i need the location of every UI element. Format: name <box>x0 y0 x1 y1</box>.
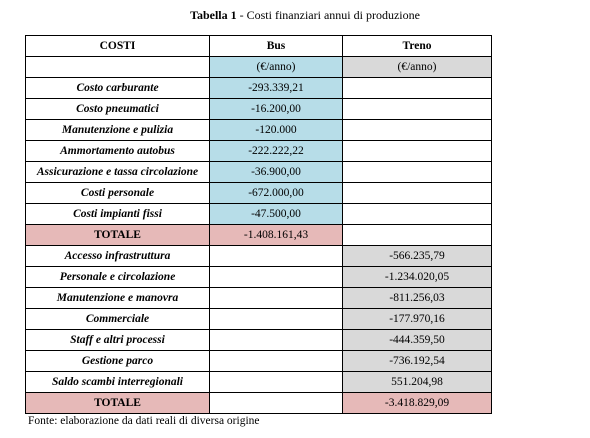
header-train: Treno <box>342 35 492 57</box>
bus-value-empty <box>209 329 343 351</box>
bus-cost-row: Costi personale -672.000,00 <box>25 182 492 204</box>
bus-total-value: -1.408.161,43 <box>209 224 343 246</box>
train-total-value: -3.418.829,09 <box>342 392 492 414</box>
total-label: TOTALE <box>25 224 210 246</box>
header-costs: COSTI <box>25 35 210 57</box>
header-row: COSTI Bus Treno <box>25 35 492 57</box>
cost-label: Costi impianti fissi <box>25 203 210 225</box>
bus-value-empty <box>209 266 343 288</box>
bus-value: -120.000 <box>209 119 343 141</box>
bus-cost-row: Costo carburante -293.339,21 <box>25 77 492 99</box>
bus-value-empty <box>209 245 343 267</box>
train-cost-row: Staff e altri processi -444.359,50 <box>25 329 492 351</box>
bus-value-empty <box>209 287 343 309</box>
train-cost-row: Accesso infrastruttura -566.235,79 <box>25 245 492 267</box>
bus-value: -16.200,00 <box>209 98 343 120</box>
train-cost-row: Personale e circolazione -1.234.020,05 <box>25 266 492 288</box>
train-total-row: TOTALE -3.418.829,09 <box>25 392 492 414</box>
train-cost-row: Saldo scambi interregionali 551.204,98 <box>25 371 492 393</box>
bus-value: -36.900,00 <box>209 161 343 183</box>
bus-value: -293.339,21 <box>209 77 343 99</box>
train-value: -811.256,03 <box>342 287 492 309</box>
train-value: -1.234.020,05 <box>342 266 492 288</box>
units-empty <box>25 56 210 78</box>
table-caption: Tabella 1 - Costi finanziari annui di pr… <box>0 8 590 23</box>
cost-label: Saldo scambi interregionali <box>25 371 210 393</box>
bus-cost-row: Assicurazione e tassa circolazione -36.90… <box>25 161 492 183</box>
cost-table: COSTI Bus Treno (€/anno) (€/anno) Costo … <box>25 35 492 414</box>
cost-table-body: COSTI Bus Treno (€/anno) (€/anno) Costo … <box>25 35 492 414</box>
bus-cost-row: Costo pneumatici -16.200,00 <box>25 98 492 120</box>
train-value-empty <box>342 98 492 120</box>
bus-value: -47.500,00 <box>209 203 343 225</box>
units-train: (€/anno) <box>342 56 492 78</box>
units-bus: (€/anno) <box>209 56 343 78</box>
bus-value-empty <box>209 308 343 330</box>
train-value: -566.235,79 <box>342 245 492 267</box>
cost-label: Costo pneumatici <box>25 98 210 120</box>
train-value-empty <box>342 203 492 225</box>
train-cost-row: Manutenzione e manovra -811.256,03 <box>25 287 492 309</box>
cost-label: Personale e circolazione <box>25 266 210 288</box>
train-value-empty <box>342 119 492 141</box>
source-note: Fonte: elaborazione da dati reali di div… <box>28 415 260 427</box>
train-value-empty <box>342 182 492 204</box>
bus-cost-row: Costi impianti fissi -47.500,00 <box>25 203 492 225</box>
cost-label: Accesso infrastruttura <box>25 245 210 267</box>
header-bus: Bus <box>209 35 343 57</box>
bus-value-empty <box>209 350 343 372</box>
cost-label: Costi personale <box>25 182 210 204</box>
cost-label: Costo carburante <box>25 77 210 99</box>
bus-value-empty <box>209 392 343 414</box>
cost-label: Manutenzione e manovra <box>25 287 210 309</box>
cost-label: Gestione parco <box>25 350 210 372</box>
train-value-empty <box>342 161 492 183</box>
train-cost-row: Gestione parco -736.192,54 <box>25 350 492 372</box>
cost-label: Ammortamento autobus <box>25 140 210 162</box>
train-value: -444.359,50 <box>342 329 492 351</box>
bus-value: -672.000,00 <box>209 182 343 204</box>
train-value-empty <box>342 140 492 162</box>
train-value-empty <box>342 77 492 99</box>
cost-label: Manutenzione e pulizia <box>25 119 210 141</box>
cost-label: Assicurazione e tassa circolazione <box>25 161 210 183</box>
cost-label: Commerciale <box>25 308 210 330</box>
caption-number: Tabella 1 <box>190 8 237 22</box>
bus-value-empty <box>209 371 343 393</box>
train-value: -736.192,54 <box>342 350 492 372</box>
bus-value: -222.222,22 <box>209 140 343 162</box>
bus-cost-row: Manutenzione e pulizia -120.000 <box>25 119 492 141</box>
total-label: TOTALE <box>25 392 210 414</box>
cost-label: Staff e altri processi <box>25 329 210 351</box>
bus-total-row: TOTALE -1.408.161,43 <box>25 224 492 246</box>
bus-cost-row: Ammortamento autobus -222.222,22 <box>25 140 492 162</box>
train-value: -177.970,16 <box>342 308 492 330</box>
train-value: 551.204,98 <box>342 371 492 393</box>
units-row: (€/anno) (€/anno) <box>25 56 492 78</box>
caption-title: - Costi finanziari annui di produzione <box>236 8 420 22</box>
train-value-empty <box>342 224 492 246</box>
train-cost-row: Commerciale -177.970,16 <box>25 308 492 330</box>
